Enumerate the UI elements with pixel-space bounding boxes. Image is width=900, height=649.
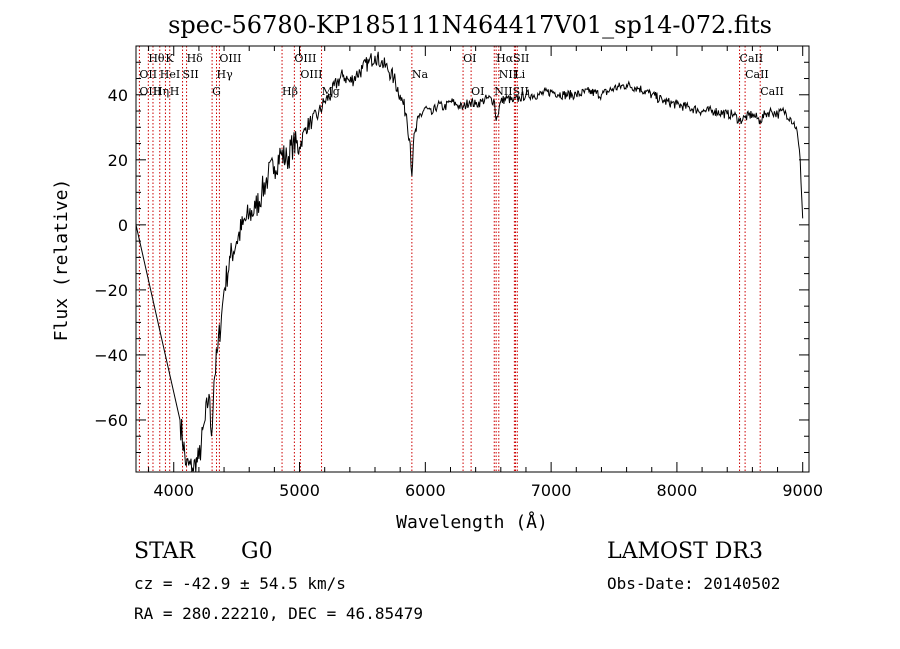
line-label: OIII xyxy=(300,68,322,81)
line-label: SII xyxy=(183,68,199,81)
plot-frame xyxy=(135,45,810,473)
y-axis: −60 −40 −20 0 20 40 xyxy=(94,61,809,453)
y-tick-label: −20 xyxy=(94,281,128,300)
line-label: Hγ xyxy=(217,68,234,81)
x-tick-label: 8000 xyxy=(657,481,698,500)
x-tick-label: 5000 xyxy=(279,481,320,500)
obs-date: Obs-Date: 20140502 xyxy=(607,574,781,593)
line-label: Mg xyxy=(322,85,340,98)
line-label: H xyxy=(170,85,180,98)
y-axis-label: Flux (relative) xyxy=(51,179,72,342)
y-tick-label: −60 xyxy=(94,411,128,430)
chart-title: spec-56780-KP185111N464417V01_sp14-072.f… xyxy=(168,11,772,39)
line-label: NII xyxy=(499,68,517,81)
line-label: Hδ xyxy=(187,52,204,65)
y-tick-label: −40 xyxy=(94,346,128,365)
line-label: OI xyxy=(471,85,484,98)
object-subclass: G0 xyxy=(241,539,273,564)
spectrum-line xyxy=(135,51,804,473)
line-label: Hη xyxy=(153,85,169,98)
spectrum-series xyxy=(135,51,804,473)
line-label: OIII xyxy=(294,52,316,65)
x-axis: 4000 5000 6000 7000 8000 9000 xyxy=(148,46,823,500)
y-tick-label: 40 xyxy=(108,86,128,105)
line-label: CaII xyxy=(745,68,769,81)
coordinates-readout: RA = 280.22210, DEC = 46.85479 xyxy=(134,604,423,623)
velocity-readout: cz = -42.9 ± 54.5 km/s xyxy=(134,574,346,593)
line-label: OII xyxy=(139,68,157,81)
x-axis-label: Wavelength (Å) xyxy=(396,511,548,533)
line-label: HeI xyxy=(160,68,180,81)
line-label: OIII xyxy=(219,52,241,65)
y-tick-label: 0 xyxy=(118,216,128,235)
survey-name: LAMOST DR3 xyxy=(607,539,763,564)
line-label: Hβ xyxy=(282,85,298,98)
line-label: G xyxy=(212,85,221,98)
x-tick-label: 7000 xyxy=(531,481,572,500)
y-tick-label: 20 xyxy=(108,151,128,170)
line-label: OI xyxy=(463,52,476,65)
line-label: CaII xyxy=(740,52,764,65)
line-label: HαSII xyxy=(496,52,529,65)
line-label: Li xyxy=(514,68,525,81)
x-tick-label: 4000 xyxy=(153,481,194,500)
line-label: CaII xyxy=(760,85,784,98)
line-label: NIISII xyxy=(494,85,529,98)
line-label: K xyxy=(165,52,174,65)
x-tick-label: 9000 xyxy=(782,481,823,500)
object-class: STAR xyxy=(134,539,195,564)
line-label: Hθ xyxy=(148,52,165,65)
x-tick-label: 6000 xyxy=(405,481,446,500)
line-label: Na xyxy=(412,68,429,81)
line-markers xyxy=(138,46,761,472)
line-labels: Hθ K Hδ OIII OIII OI HαSII CaII OII HeI SII Hγ OIII N… xyxy=(139,52,783,98)
